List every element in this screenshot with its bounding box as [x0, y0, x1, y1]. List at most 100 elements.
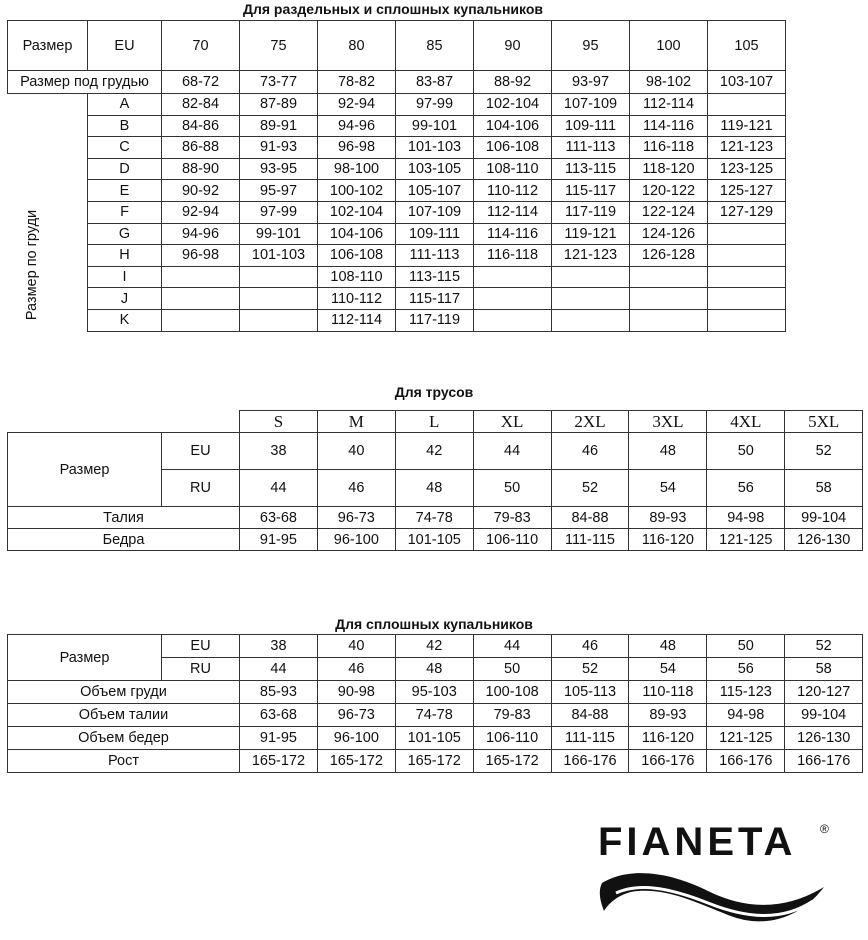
table-cell: 82-84 [161, 93, 240, 116]
header-cell: 85 [395, 20, 474, 71]
table-cell: 89-91 [239, 114, 318, 138]
bra-size-table: Размер EU 70 75 80 85 90 95 100 105 Размер под гру… [7, 20, 786, 332]
table-cell: 58 [784, 469, 864, 507]
table-cell: 38 [239, 432, 318, 470]
table-cell: 166-176 [550, 749, 630, 773]
table-cell: 112-114 [317, 308, 396, 332]
table-row: Объем бедер 91-95 96-100 101-105 106-110 111-… [7, 726, 864, 750]
table-cell: 99-104 [784, 703, 864, 727]
table-cell: 123-125 [707, 157, 786, 181]
table-cell: 87-89 [239, 93, 318, 116]
header-cell: 80 [317, 20, 396, 71]
blank-cell [8, 158, 88, 180]
table-cell: 121-123 [551, 244, 630, 267]
table-cell: 46 [550, 432, 630, 470]
table-cell: 100-108 [472, 680, 552, 704]
table-cell: 46 [316, 657, 396, 681]
table-cell [161, 308, 240, 332]
table-cell: 79-83 [472, 506, 552, 529]
table-cell: 73-77 [239, 70, 318, 94]
table-cell: 63-68 [239, 703, 318, 727]
cup-label: C [87, 136, 162, 159]
table-cell: 38 [239, 634, 318, 658]
letter-size: 4XL [706, 410, 786, 433]
table-cell: 48 [394, 469, 474, 507]
table-cell [707, 308, 786, 332]
eu-row: Размер EU 38 40 42 44 46 48 50 52 [7, 432, 864, 507]
table-cell: 91-95 [239, 528, 318, 551]
table-cell: 96-98 [317, 136, 396, 159]
table-cell: 118-120 [629, 157, 708, 181]
table-cell [707, 244, 786, 267]
table-cell: 106-108 [473, 136, 552, 159]
table-cell: 52 [550, 469, 630, 507]
header-cell: EU [87, 20, 162, 71]
table-cell: 106-110 [472, 726, 552, 750]
table-cell: 52 [784, 634, 864, 658]
table-cell: 42 [394, 432, 474, 470]
table-cell: 92-94 [317, 93, 396, 116]
cup-label: F [87, 200, 162, 224]
table-cell: 94-96 [317, 114, 396, 138]
letter-size-row: S M L XL 2XL 3XL 4XL 5XL [8, 410, 864, 433]
table-cell: 122-124 [629, 200, 708, 224]
letter-size: XL [472, 410, 552, 433]
table-cell: 107-109 [395, 200, 474, 224]
table-row: Бедра 91-95 96-100 101-105 106-110 111-115 116… [7, 528, 864, 551]
table-cell: 103-107 [707, 70, 786, 94]
table-cell: 115-123 [706, 680, 786, 704]
table-cell: 56 [706, 657, 786, 681]
blank-cell [8, 411, 240, 433]
ru-label: RU [161, 469, 240, 507]
table-cell: 124-126 [629, 222, 708, 246]
cup-label: A [87, 93, 162, 116]
fianeta-logo: FIANETA ® [598, 820, 830, 940]
blank-cell [8, 309, 88, 331]
row-label: Размер [7, 634, 162, 681]
cup-row: A 82-84 87-89 92-94 97-99 102-104 107-109 112-1… [8, 93, 786, 116]
table-cell: 50 [472, 469, 552, 507]
table-cell: 165-172 [472, 749, 552, 773]
table-cell: 50 [472, 657, 552, 681]
table-cell: 44 [472, 634, 552, 658]
table-cell: 115-117 [551, 179, 630, 202]
one-piece-size-table: Размер EU 38 40 42 44 46 48 50 52 RU 44 46 48 50 52 54 56… [7, 634, 864, 773]
row-label: Объем талии [7, 703, 240, 727]
letter-size: 5XL [784, 410, 864, 433]
cup-label: I [87, 265, 162, 289]
header-cell: 95 [551, 20, 630, 71]
table-cell: 46 [550, 634, 630, 658]
table-cell: 83-87 [395, 70, 474, 94]
table-cell [473, 287, 552, 310]
table-cell: 46 [316, 469, 396, 507]
cup-row: B 84-86 89-91 94-96 99-101 104-106 109-111 114-… [8, 114, 786, 138]
row-label: Рост [7, 749, 240, 773]
table-cell: 104-106 [317, 222, 396, 246]
cup-row: I 108-110 113-115 [8, 265, 786, 289]
blank-cell [8, 266, 88, 288]
row-label: Объем бедер [7, 726, 240, 750]
table-cell: 127-129 [707, 200, 786, 224]
row-label: Размер под грудью [7, 70, 162, 94]
blank-cell [8, 223, 88, 245]
table-cell: 74-78 [394, 506, 474, 529]
table-cell: 112-114 [629, 93, 708, 116]
table-cell: 114-116 [629, 114, 708, 138]
table-cell [629, 308, 708, 332]
table-cell: 113-115 [551, 157, 630, 181]
table-cell: 84-88 [550, 703, 630, 727]
table-cell: 90-92 [161, 179, 240, 202]
table-cell: 117-119 [395, 308, 474, 332]
table-cell: 96-73 [316, 506, 396, 529]
table-cell: 125-127 [707, 179, 786, 202]
table-cell: 104-106 [473, 114, 552, 138]
table-cell [473, 265, 552, 289]
table-cell [239, 265, 318, 289]
cup-label: K [87, 308, 162, 332]
table-cell: 52 [550, 657, 630, 681]
letter-size: S [239, 410, 318, 433]
table-cell: 84-88 [550, 506, 630, 529]
table-cell: 97-99 [395, 93, 474, 116]
cup-label: B [87, 114, 162, 138]
table-cell: 89-93 [628, 703, 708, 727]
